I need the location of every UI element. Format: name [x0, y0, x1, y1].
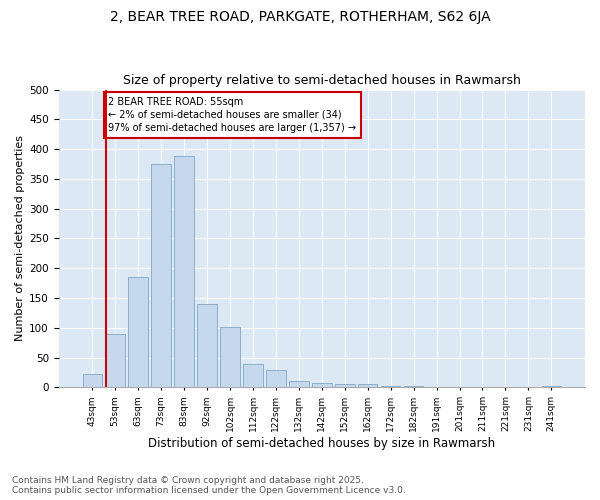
Bar	[381, 386, 400, 388]
Y-axis label: Number of semi-detached properties: Number of semi-detached properties	[15, 136, 25, 342]
Text: 2, BEAR TREE ROAD, PARKGATE, ROTHERHAM, S62 6JA: 2, BEAR TREE ROAD, PARKGATE, ROTHERHAM, …	[110, 10, 490, 24]
Bar	[243, 364, 263, 388]
Bar	[427, 387, 446, 388]
Bar	[266, 370, 286, 388]
Bar	[358, 384, 377, 388]
Bar	[335, 384, 355, 388]
X-axis label: Distribution of semi-detached houses by size in Rawmarsh: Distribution of semi-detached houses by …	[148, 437, 496, 450]
Text: 2 BEAR TREE ROAD: 55sqm
← 2% of semi-detached houses are smaller (34)
97% of sem: 2 BEAR TREE ROAD: 55sqm ← 2% of semi-det…	[109, 96, 356, 133]
Bar	[404, 386, 424, 388]
Bar	[83, 374, 102, 388]
Bar	[518, 387, 538, 388]
Text: Contains HM Land Registry data © Crown copyright and database right 2025.
Contai: Contains HM Land Registry data © Crown c…	[12, 476, 406, 495]
Bar	[106, 334, 125, 388]
Bar	[289, 381, 308, 388]
Title: Size of property relative to semi-detached houses in Rawmarsh: Size of property relative to semi-detach…	[123, 74, 521, 87]
Bar	[197, 304, 217, 388]
Bar	[542, 386, 561, 388]
Bar	[312, 382, 332, 388]
Bar	[151, 164, 171, 388]
Bar	[220, 328, 240, 388]
Bar	[128, 277, 148, 388]
Bar	[473, 387, 492, 388]
Bar	[175, 156, 194, 388]
